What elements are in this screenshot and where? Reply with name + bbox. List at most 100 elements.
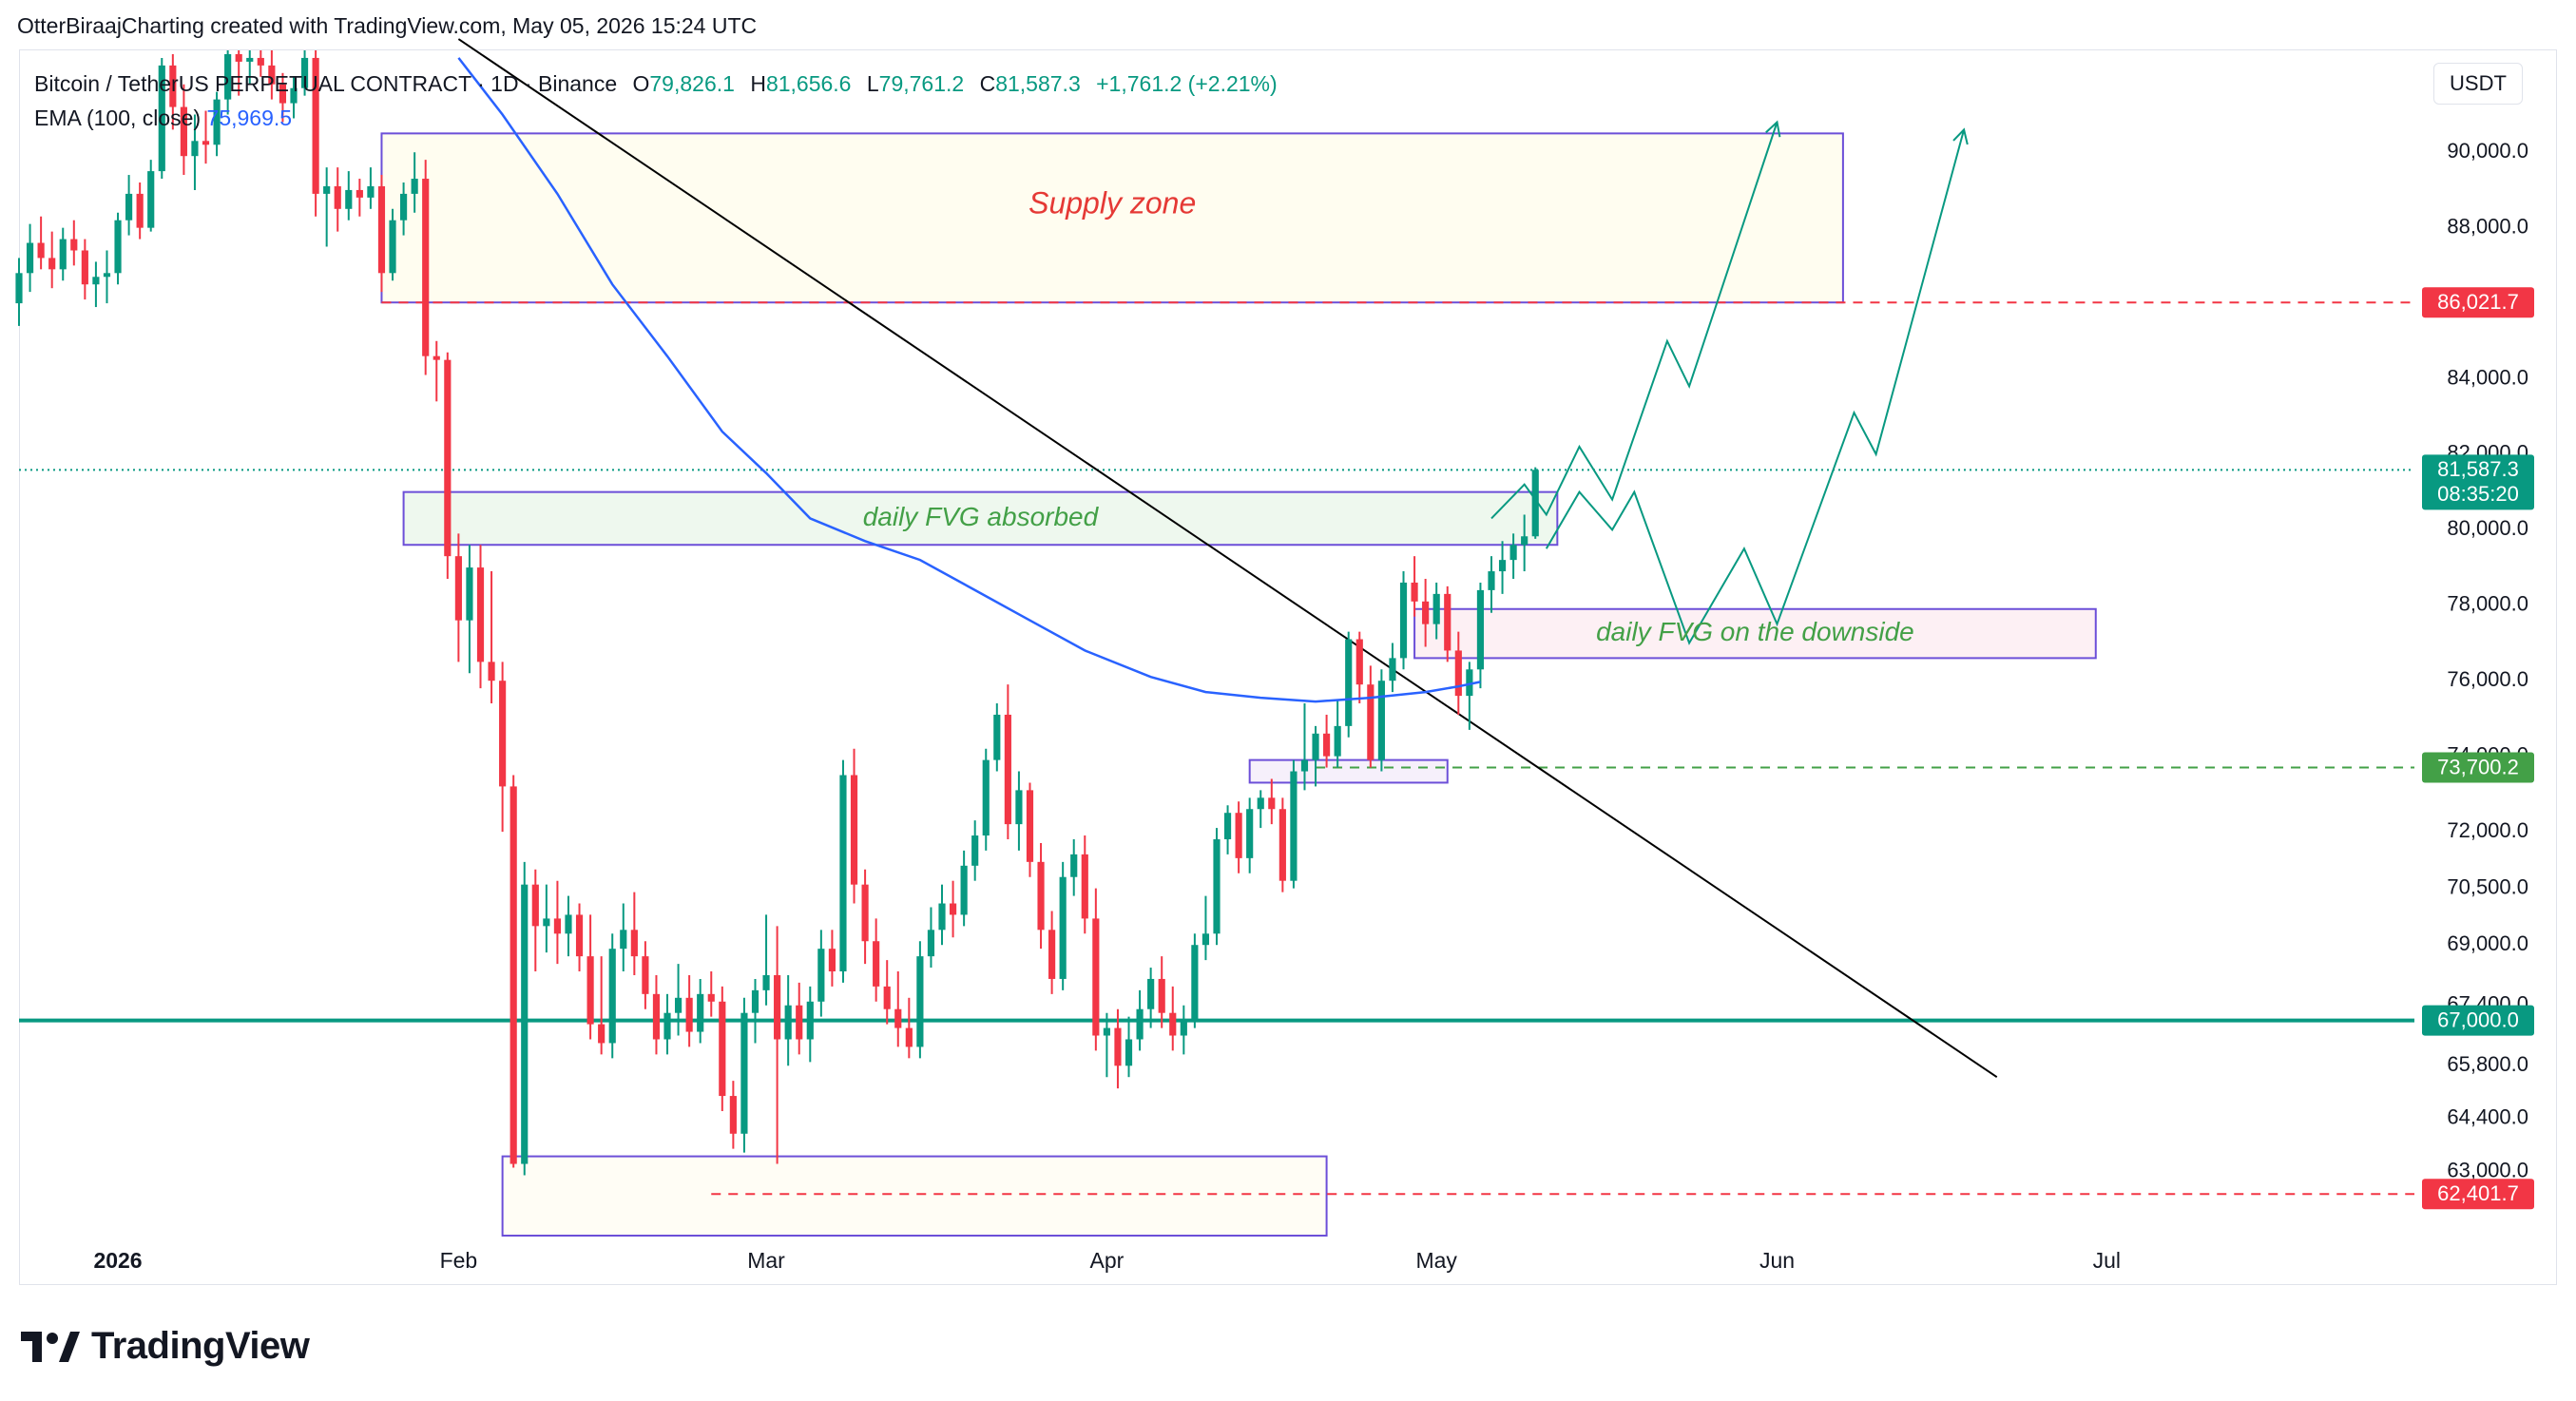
price-tick-label-2: 84,000.0 [2447,365,2528,389]
candle-body [509,786,517,1164]
candle-2026-02-12 [575,903,584,972]
candle-body [1312,733,1319,760]
price-tick-label-13: 64,400.0 [2447,1105,2528,1129]
candle-2026-01-01 [114,212,122,285]
candle-body [1367,684,1375,760]
candle-body [674,997,682,1013]
candle-2026-02-11 [565,895,572,957]
candle-body [92,277,100,285]
currency-selector[interactable]: USDT [2433,63,2523,105]
candle-body [1323,733,1331,757]
candle-2026-04-25 [1367,665,1375,768]
candle-2026-01-19 [312,50,319,217]
candle-2026-02-27 [740,997,748,1153]
candle-2026-05-07 [1498,541,1507,594]
tradingview-brand: TradingView [21,1323,310,1369]
candle-body [620,930,627,950]
candle-body [1531,470,1539,537]
price-tick-label-6: 76,000.0 [2447,667,2528,691]
candle-2026-01-31 [444,352,452,579]
candle-body [1257,797,1264,810]
candle-2026-02-01 [454,533,462,662]
time-tick-label-1: Feb [440,1248,478,1273]
candle-2026-04-09 [1191,933,1199,1028]
candle-2026-05-08 [1509,533,1517,579]
candle-2026-03-29 [1070,839,1078,896]
candle-2026-04-17 [1278,797,1286,892]
trendline [457,38,1998,1079]
candle-2026-02-05 [499,662,507,833]
candle-body [861,884,869,942]
high-value: 81,656.6 [765,71,852,96]
candle-body [916,956,924,1047]
candle-body [1509,545,1517,561]
candle-body [1169,1012,1177,1036]
candle-body [1070,854,1078,877]
candle-2026-04-10 [1201,895,1210,961]
candle-2026-03-24 [1015,771,1023,851]
candle-2026-03-01 [762,914,770,1006]
candle-body [290,87,298,104]
candle-2026-01-26 [389,208,396,281]
candle-body [652,993,661,1040]
candle-2026-01-16 [279,72,287,123]
candle-body [828,949,836,972]
zone-rect-4 [501,1155,1328,1238]
candle-2026-01-10 [213,91,221,157]
ema-value: 75,969.5 [206,106,293,130]
candle-body [1114,1027,1122,1066]
candle-body [345,189,353,209]
price-tag-bg [2422,1005,2534,1036]
price-tick-label-8: 72,000.0 [2447,818,2528,842]
candle-body [1300,759,1309,772]
zones-layer [380,132,2097,1238]
candle-2026-02-22 [685,974,693,1047]
candle-body [806,1001,814,1040]
candle-2025-12-24 [26,223,34,293]
candle-2026-05-09 [1521,514,1528,572]
candle-2026-05-04 [1466,662,1473,730]
candle-2026-05-01 [1432,582,1440,640]
candle-2026-02-18 [642,941,649,1009]
candle-2026-04-01 [1103,1012,1110,1078]
chart-legend: Bitcoin / TetherUS PERPETUAL CONTRACT · … [34,67,1278,135]
candle-body [444,359,452,557]
candle-body [300,57,309,88]
candle-body [850,775,858,885]
candle-body [1081,854,1088,919]
candle-2026-01-09 [202,110,210,164]
candle-body [927,930,935,957]
zone-rect-3 [1248,758,1449,784]
candle-2025-12-27 [59,227,67,281]
candle-body [685,997,693,1032]
candle-body [169,65,177,107]
candle-2026-01-13 [246,50,254,85]
candle-body [433,355,440,360]
time-tick-label-2: Mar [747,1248,785,1273]
candle-2026-01-07 [180,84,187,176]
candle-2026-01-14 [257,50,264,77]
candle-body [356,189,363,198]
candle-body [565,914,572,934]
candle-2026-01-25 [377,175,386,293]
legend-ema-row: EMA (100, close) 75,969.5 [34,101,1278,135]
candle-2026-02-15 [608,933,616,1059]
candle-body [499,681,507,787]
candle-2026-03-19 [960,850,968,927]
candle-body [873,941,880,987]
candle-body [147,171,155,228]
candle-2026-04-30 [1422,578,1430,647]
candle-body [719,1001,726,1097]
candle-2026-01-15 [268,50,276,100]
candle-2026-03-02 [774,926,781,1164]
candle-body [817,949,825,1002]
candle-body [1015,790,1023,825]
candle-body [279,84,287,104]
candle-body [774,974,781,1040]
candle-body [476,567,485,662]
projection-arrowhead-1 [1952,127,1969,145]
price-tags: 86,021.7 81,587.308:35:20 73,700.2 67,000.0… [2422,287,2534,1210]
candle-body [1235,813,1242,858]
price-tag-0: 86,021.7 [2422,287,2534,318]
